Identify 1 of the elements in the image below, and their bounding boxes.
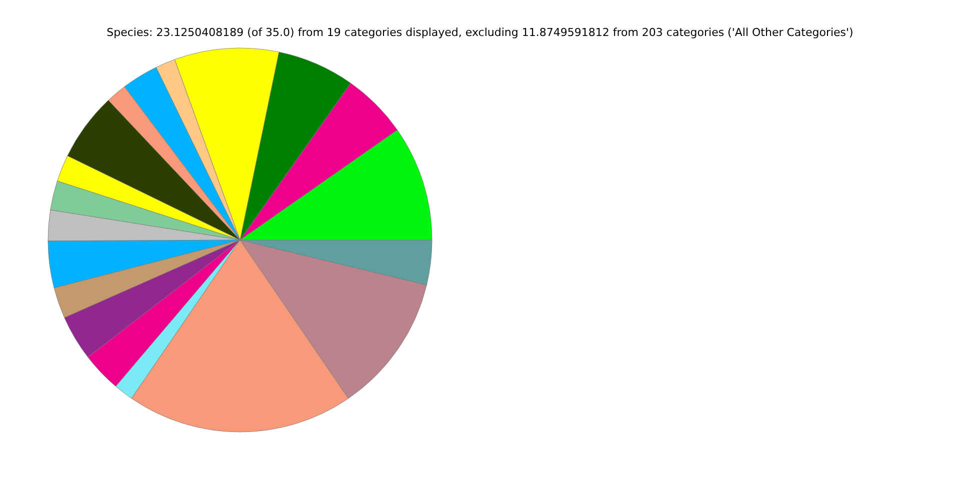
text: Species: 23.1250408189 (of 35.0) from 19 categories displayed, excluding 11.8749591812 from 203 categories ('All Other Categories'): [106, 26, 854, 39]
